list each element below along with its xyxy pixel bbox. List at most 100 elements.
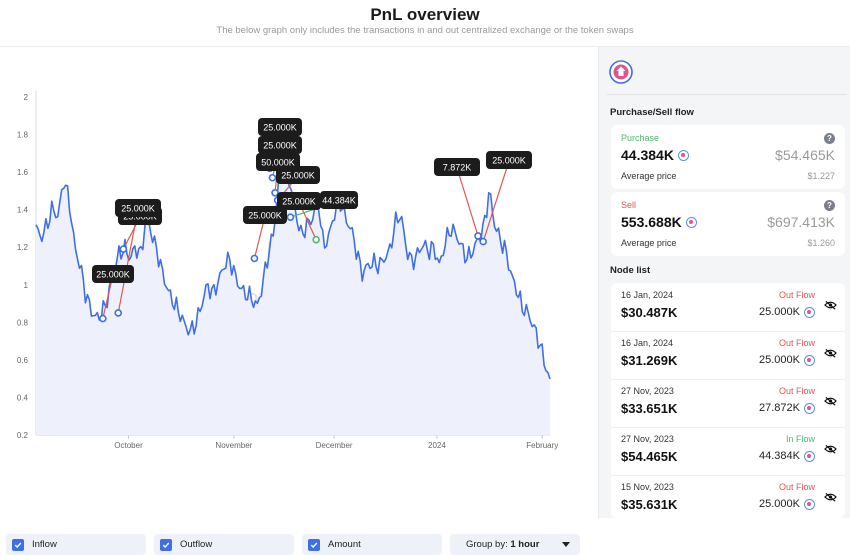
tooltip-box: [434, 158, 480, 176]
group-by-value: 1 hour: [510, 539, 540, 550]
outflow-marker: [114, 309, 123, 317]
tooltip-label: 25.000K: [281, 171, 315, 181]
caret-down-icon: [562, 541, 570, 547]
node-amount: 27.872K: [759, 402, 815, 414]
sell-usd: $697.413K: [767, 214, 835, 230]
purchase-card: Purchase ? 44.384K $54.465K Average pric…: [611, 125, 845, 189]
x-tick-label: 2024: [428, 441, 446, 450]
tooltip-label: 25.000K: [96, 270, 130, 280]
sell-label: Sell: [621, 200, 637, 210]
y-tick-label: 1.8: [17, 131, 29, 140]
tooltip-box: [277, 192, 321, 210]
outflow-toggle[interactable]: Outflow: [154, 534, 294, 555]
tooltip-connector: [456, 167, 479, 237]
node-amount: 25.000K: [759, 498, 815, 510]
node-date: 16 Jan, 2024: [621, 338, 674, 348]
y-tick-label: 0.8: [17, 318, 29, 327]
outflow-marker: [286, 213, 295, 221]
token-icon: [804, 354, 815, 366]
node-flow-type: Out Flow: [778, 386, 815, 396]
tooltip-box: [92, 265, 134, 283]
sell-card: Sell ? 553.688K $697.413K Average price …: [611, 192, 845, 256]
outflow-label: Outflow: [180, 539, 213, 550]
hide-eye-icon[interactable]: [824, 300, 837, 310]
node-date: 27 Nov, 2023: [621, 386, 674, 396]
tooltip-label: 25.000K: [263, 123, 297, 133]
hide-eye-icon[interactable]: [824, 396, 837, 406]
node-flow-type: Out Flow: [778, 482, 815, 492]
tooltip-box: [115, 199, 161, 217]
token-logo-icon: [609, 60, 633, 84]
outflow-marker: [119, 245, 128, 253]
group-by-select[interactable]: Group by: 1 hour: [450, 534, 580, 555]
help-icon[interactable]: ?: [824, 133, 835, 144]
outflow-marker: [479, 237, 487, 246]
divider: [607, 94, 847, 95]
node-amount-value: 44.384K: [759, 450, 800, 462]
node-flow-type: Out Flow: [778, 338, 815, 348]
pnl-chart[interactable]: 0.2 0.4 0.6 0.8 1 1.2 1.4 1.6 1.8 2 October Novembe…: [0, 47, 598, 487]
amount-checkbox[interactable]: [308, 538, 320, 551]
price-area: [36, 146, 550, 435]
node-list: 16 Jan, 2024 $30.487K Out Flow 25.000K 1…: [611, 283, 845, 518]
node-item[interactable]: 27 Nov, 2023 $54.465K In Flow 44.384K: [611, 427, 845, 476]
node-date: 27 Nov, 2023: [621, 434, 674, 444]
group-by-label: Group by:: [466, 539, 508, 550]
check-icon: [162, 542, 170, 548]
tooltip-box: [486, 151, 532, 169]
node-amount-value: 25.000K: [759, 498, 800, 510]
purchase-avg-price: $1.227: [807, 171, 835, 181]
y-tick-label: 2: [24, 93, 29, 102]
x-tick-label: October: [114, 441, 143, 450]
outflow-marker: [250, 254, 259, 263]
token-icon: [804, 450, 815, 462]
y-tick-label: 1.6: [17, 168, 29, 177]
purchase-amount-value: 44.384K: [621, 147, 674, 163]
outflow-marker: [271, 188, 279, 197]
node-usd: $54.465K: [621, 449, 678, 464]
node-item[interactable]: 27 Nov, 2023 $33.651K Out Flow 27.872K: [611, 379, 845, 428]
inflow-label: Inflow: [32, 539, 57, 550]
x-tick-label: November: [215, 441, 252, 450]
amount-toggle[interactable]: Amount: [302, 534, 442, 555]
page-subtitle: The below graph only includes the transa…: [216, 25, 634, 36]
tooltip-label: 25.000K: [282, 197, 316, 207]
node-item[interactable]: 16 Jan, 2024 $31.269K Out Flow 25.000K: [611, 331, 845, 380]
outflow-marker: [99, 314, 107, 323]
outflow-marker: [474, 232, 482, 240]
node-date: 15 Nov, 2023: [621, 482, 674, 492]
node-item[interactable]: 16 Jan, 2024 $30.487K Out Flow 25.000K: [611, 283, 845, 332]
tooltip-label: 25.000K: [263, 141, 297, 151]
tooltip-box: [243, 206, 287, 224]
outflow-checkbox[interactable]: [160, 538, 172, 551]
outflow-marker: [268, 173, 277, 182]
y-tick-label: 1.2: [17, 243, 29, 252]
token-icon: [804, 306, 815, 318]
tooltip-label: 7.872K: [443, 163, 472, 173]
tooltip-label: 44.384K: [322, 196, 356, 206]
sell-amount-value: 553.688K: [621, 214, 682, 230]
inflow-checkbox[interactable]: [12, 538, 24, 551]
help-icon[interactable]: ?: [824, 200, 835, 211]
y-tick-label: 0.6: [17, 356, 29, 365]
check-icon: [310, 542, 318, 548]
node-flow-type: In Flow: [785, 434, 815, 444]
purchase-sell-title: Purchase/Sell flow: [610, 107, 694, 118]
purchase-usd: $54.465K: [775, 147, 835, 163]
tooltip-label: 25.000K: [248, 211, 282, 221]
x-tick-label: February: [526, 441, 558, 450]
inflow-toggle[interactable]: Inflow: [6, 534, 146, 555]
inflow-marker: [312, 235, 320, 244]
node-amount: 25.000K: [759, 306, 815, 318]
node-flow-type: Out Flow: [778, 290, 815, 300]
hide-eye-icon[interactable]: [824, 444, 837, 454]
node-date: 16 Jan, 2024: [621, 290, 674, 300]
tooltip-box: [276, 166, 320, 184]
node-item[interactable]: 15 Nov, 2023 $35.631K Out Flow 25.000K: [611, 475, 845, 518]
node-amount-value: 25.000K: [759, 354, 800, 366]
node-amount-value: 25.000K: [759, 306, 800, 318]
hide-eye-icon[interactable]: [824, 348, 837, 358]
hide-eye-icon[interactable]: [824, 492, 837, 502]
node-usd: $33.651K: [621, 401, 678, 416]
token-icon: [677, 149, 689, 161]
